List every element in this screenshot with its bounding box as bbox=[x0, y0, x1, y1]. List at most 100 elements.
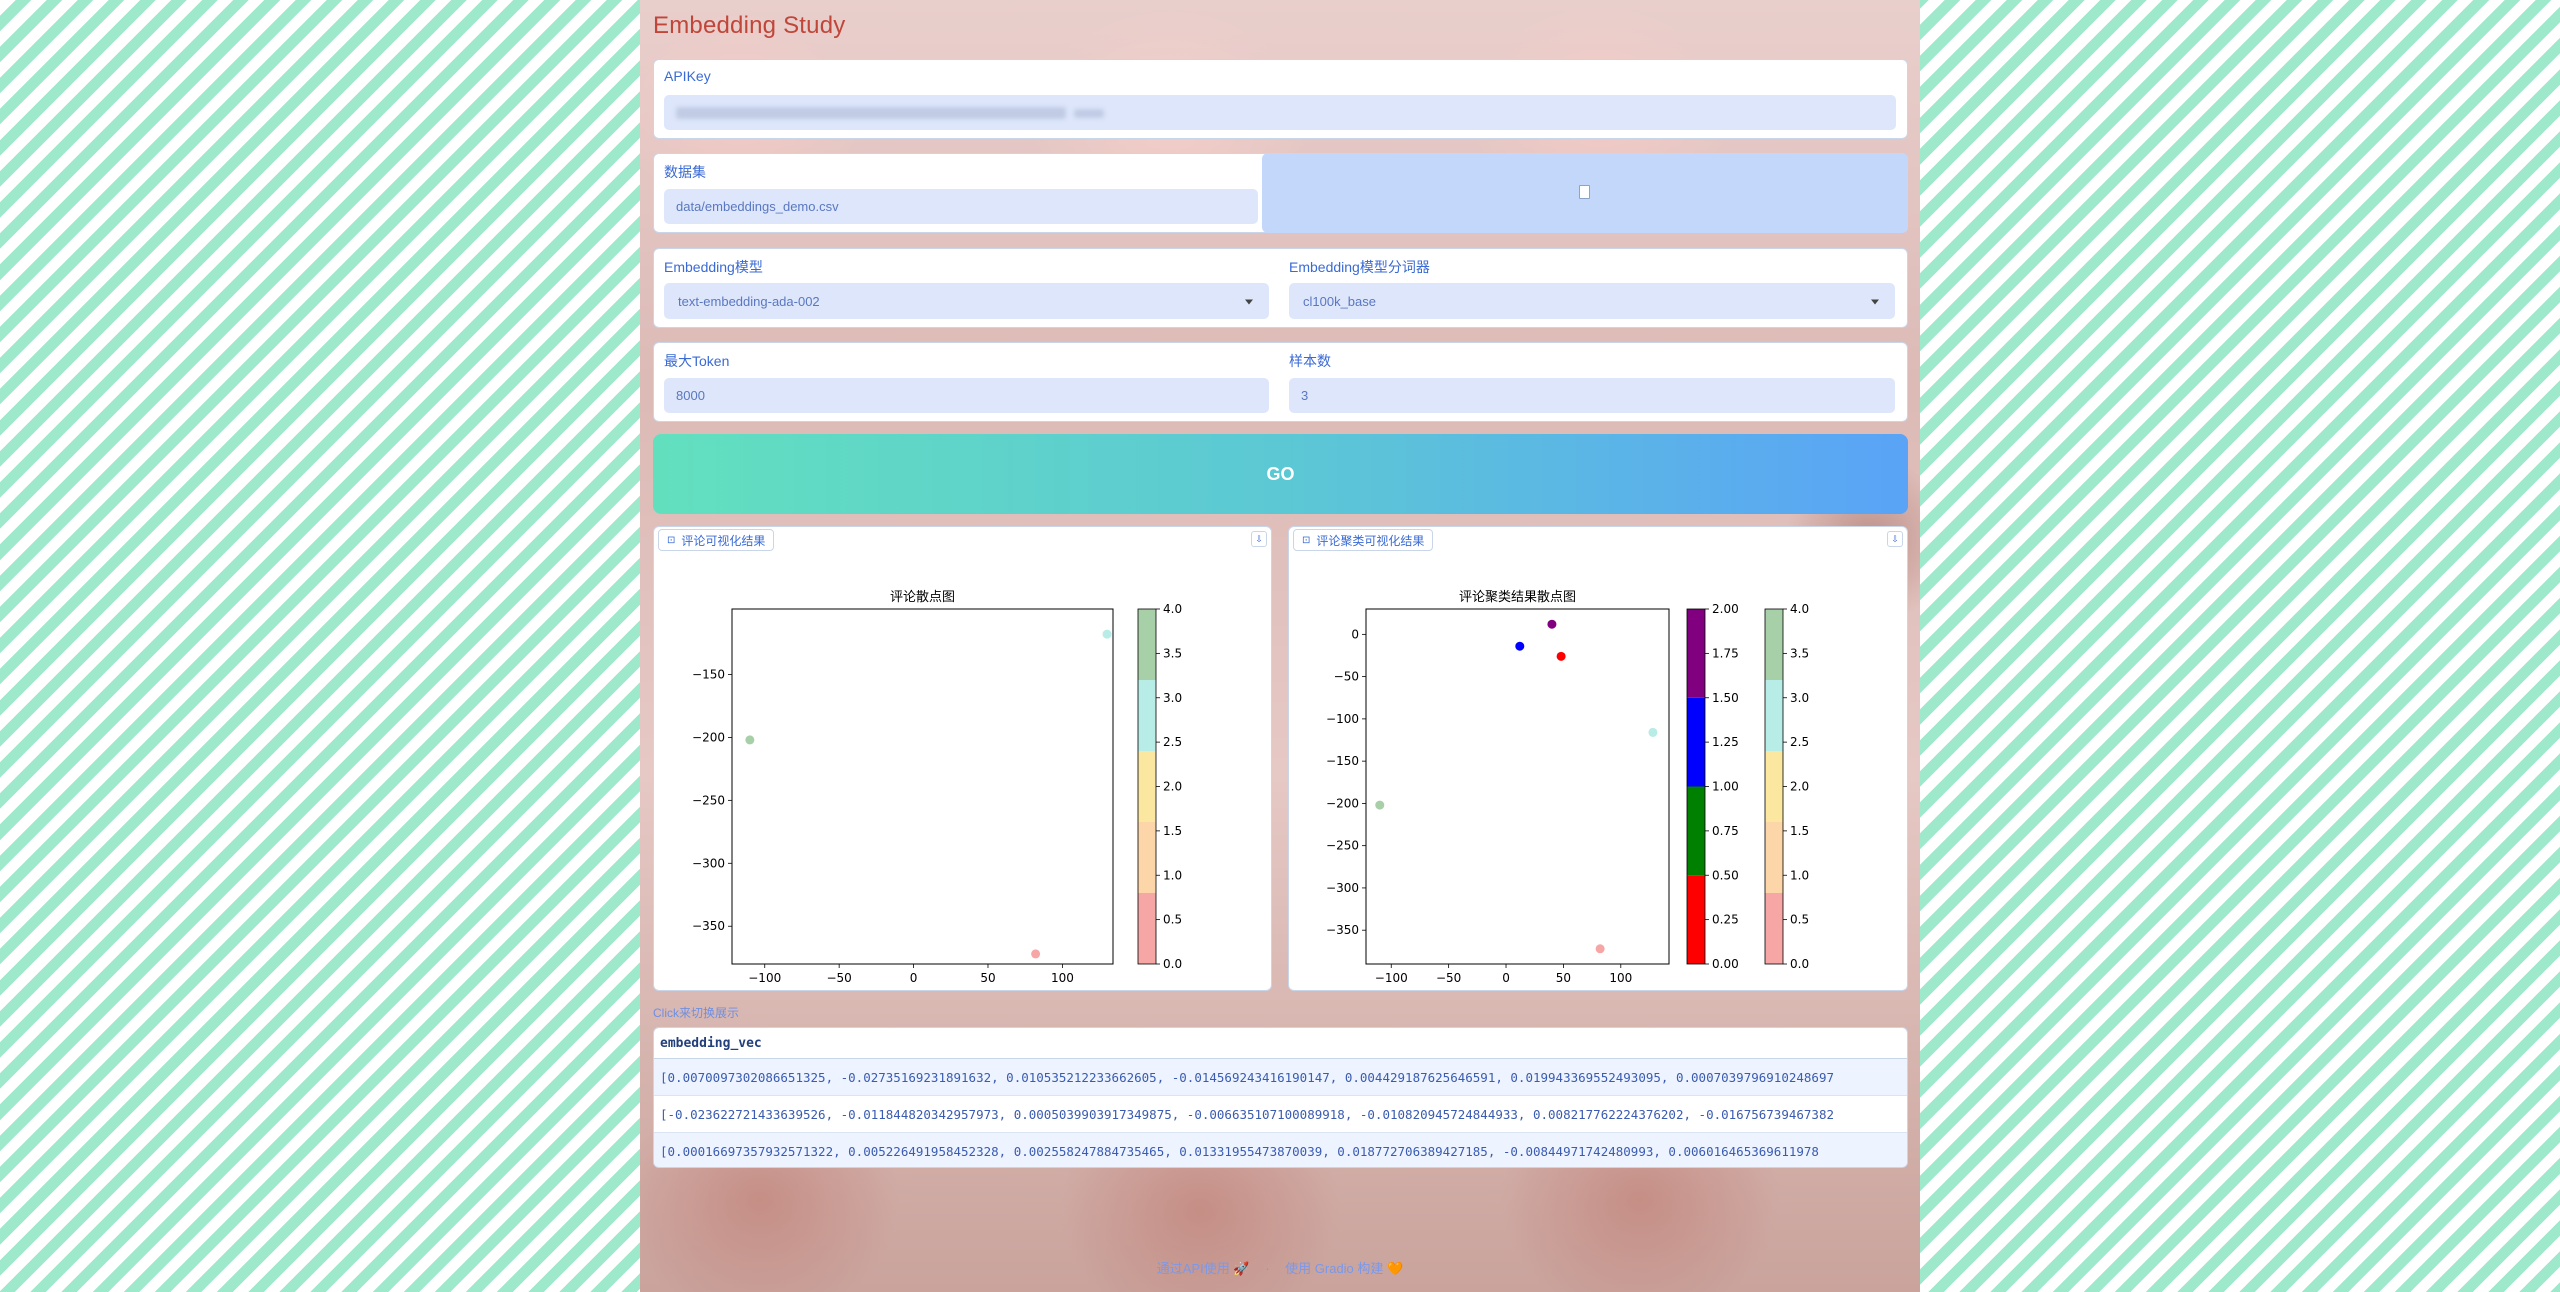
api-link[interactable]: 通过API使用 🚀 bbox=[1156, 1261, 1250, 1276]
apikey-masked-value-tail bbox=[1074, 109, 1104, 118]
x-tick-label: 100 bbox=[1609, 971, 1632, 985]
colorbar-tick-label: 3.5 bbox=[1163, 646, 1182, 660]
file-icon bbox=[1579, 185, 1590, 199]
scatter-chart: 评论散点图 −100 −50 0 50 100 −150 −200 −250 −300 −350 0.… bbox=[692, 590, 1182, 985]
apikey-label: APIKey bbox=[664, 68, 711, 84]
colorbar-segment bbox=[1765, 680, 1783, 751]
colorbar-tick-label: 1.25 bbox=[1712, 735, 1739, 749]
colorbar-tick-label: 1.50 bbox=[1712, 691, 1739, 705]
file-upload-area[interactable] bbox=[1262, 153, 1908, 233]
page-title: Embedding Study bbox=[653, 12, 846, 39]
colorbar-segment bbox=[1687, 786, 1705, 876]
y-tick-label: −150 bbox=[692, 667, 725, 681]
model-value: text-embedding-ada-002 bbox=[678, 293, 820, 309]
y-tick-label: −150 bbox=[1326, 754, 1359, 768]
table-row[interactable]: [-0.023622721433639526, -0.0118448203429… bbox=[654, 1096, 1907, 1133]
table-header[interactable]: embedding_vec bbox=[654, 1028, 1907, 1059]
y-tick-label: −200 bbox=[692, 730, 725, 744]
footer-dot: · bbox=[1265, 1261, 1270, 1276]
y-tick-label: −300 bbox=[692, 856, 725, 870]
y-tick-label: −100 bbox=[1326, 712, 1359, 726]
x-tick-label: 0 bbox=[1502, 971, 1510, 985]
scatter-point bbox=[1547, 619, 1557, 629]
chart-title: 评论聚类结果散点图 bbox=[1459, 590, 1576, 605]
plot-left-tag: ⊡ 评论可视化结果 bbox=[658, 529, 775, 551]
colorbar-tick-label: 0.0 bbox=[1163, 957, 1182, 971]
colorbar-tick-label: 3.0 bbox=[1163, 691, 1182, 705]
colorbar-segment bbox=[1138, 609, 1156, 680]
model-block: Embedding模型 text-embedding-ada-002 Embed… bbox=[653, 248, 1908, 328]
x-tick-label: 50 bbox=[980, 971, 995, 985]
embedding-table: embedding_vec [0.0070097302086651325, -0… bbox=[653, 1027, 1908, 1168]
colorbar-tick-label: 1.5 bbox=[1163, 824, 1182, 838]
x-tick-label: 50 bbox=[1556, 971, 1571, 985]
colorbar-tick-label: 2.00 bbox=[1712, 602, 1739, 616]
go-button[interactable]: GO bbox=[653, 434, 1908, 514]
plot-right-tag: ⊡ 评论聚类可视化结果 bbox=[1293, 529, 1434, 551]
image-icon: ⊡ bbox=[667, 534, 676, 546]
download-icon[interactable]: ⇩ bbox=[1251, 531, 1267, 547]
toggle-display-link[interactable]: Click来切换展示 bbox=[653, 1006, 739, 1020]
download-icon[interactable]: ⇩ bbox=[1887, 531, 1903, 547]
colorbar-tick-label: 3.5 bbox=[1790, 646, 1809, 660]
scatter-point bbox=[1556, 651, 1566, 661]
x-tick-label: −100 bbox=[1375, 971, 1408, 985]
dataset-input[interactable]: data/embeddings_demo.csv bbox=[664, 189, 1258, 224]
x-tick-label: −50 bbox=[826, 971, 851, 985]
sample-count-input[interactable]: 3 bbox=[1289, 378, 1895, 413]
plot-right-tag-label: 评论聚类可视化结果 bbox=[1316, 533, 1425, 548]
tokenizer-select[interactable]: cl100k_base bbox=[1289, 283, 1895, 319]
y-tick-label: −300 bbox=[1326, 881, 1359, 895]
colorbar-segment bbox=[1687, 697, 1705, 787]
x-tick-label: 0 bbox=[910, 971, 918, 985]
colorbar-tick-label: 0.0 bbox=[1790, 957, 1809, 971]
colorbar-tick-label: 1.0 bbox=[1790, 868, 1809, 882]
scatter-point bbox=[1031, 949, 1041, 959]
colorbar-tick-label: 2.5 bbox=[1163, 735, 1182, 749]
scatter-point bbox=[1515, 641, 1525, 651]
y-tick-label: −250 bbox=[692, 793, 725, 807]
colorbar-tick-label: 0.25 bbox=[1712, 913, 1739, 927]
colorbar-segment bbox=[1765, 609, 1783, 680]
y-tick-label: −200 bbox=[1326, 796, 1359, 810]
model-select[interactable]: text-embedding-ada-002 bbox=[664, 283, 1269, 319]
table-row[interactable]: [0.00016697357932571322, 0.0052264919584… bbox=[654, 1133, 1907, 1167]
y-tick-label: −250 bbox=[1326, 839, 1359, 853]
apikey-masked-value bbox=[676, 107, 1066, 119]
colorbar-tick-label: 0.50 bbox=[1712, 868, 1739, 882]
sample-count-label: 样本数 bbox=[1289, 353, 1331, 369]
apikey-input[interactable] bbox=[664, 95, 1896, 130]
plot-frame bbox=[731, 608, 1114, 965]
colorbar-tick-label: 4.0 bbox=[1790, 602, 1809, 616]
colorbar-segment bbox=[1765, 822, 1783, 893]
built-with-link[interactable]: 使用 Gradio 构建 🧡 bbox=[1285, 1261, 1404, 1276]
table-row[interactable]: [0.0070097302086651325, -0.0273516923189… bbox=[654, 1059, 1907, 1096]
tokenizer-value: cl100k_base bbox=[1303, 293, 1376, 309]
colorbar-tick-label: 0.5 bbox=[1790, 913, 1809, 927]
colorbar-segment bbox=[1687, 609, 1705, 698]
max-token-input[interactable]: 8000 bbox=[664, 378, 1269, 413]
footer: 通过API使用 🚀 · 使用 Gradio 构建 🧡 bbox=[640, 1258, 1920, 1277]
plot-frame bbox=[1365, 608, 1670, 965]
plot-left-panel: ⊡ 评论可视化结果 ⇩ 评论散点图 −100 −50 0 50 100 −150 −200 −2… bbox=[653, 526, 1272, 991]
colorbar-tick-label: 1.0 bbox=[1163, 868, 1182, 882]
colorbar-segment bbox=[1138, 751, 1156, 822]
y-tick-label: −350 bbox=[692, 919, 725, 933]
colorbar-segment bbox=[1765, 751, 1783, 822]
colorbar-tick-label: 2.5 bbox=[1790, 735, 1809, 749]
colorbar-tick-label: 1.5 bbox=[1790, 824, 1809, 838]
scatter-point bbox=[1102, 629, 1112, 639]
scatter-point bbox=[745, 735, 755, 745]
image-icon: ⊡ bbox=[1302, 534, 1311, 546]
params-block: 最大Token 8000 样本数 3 bbox=[653, 342, 1908, 422]
colorbar-tick-label: 1.00 bbox=[1712, 780, 1739, 794]
colorbar-tick-label: 2.0 bbox=[1163, 780, 1182, 794]
cluster-scatter-chart: 评论聚类结果散点图 −100 −50 0 50 100 0 −50 −100 −150 −200 −2… bbox=[1326, 590, 1809, 985]
apikey-block: APIKey bbox=[653, 59, 1908, 139]
colorbar-tick-label: 3.0 bbox=[1790, 691, 1809, 705]
colorbar-tick-label: 2.0 bbox=[1790, 780, 1809, 794]
scatter-point bbox=[1595, 944, 1605, 954]
colorbar-tick-label: 1.75 bbox=[1712, 646, 1739, 660]
x-tick-label: 100 bbox=[1051, 971, 1074, 985]
chevron-down-icon bbox=[1871, 299, 1879, 305]
